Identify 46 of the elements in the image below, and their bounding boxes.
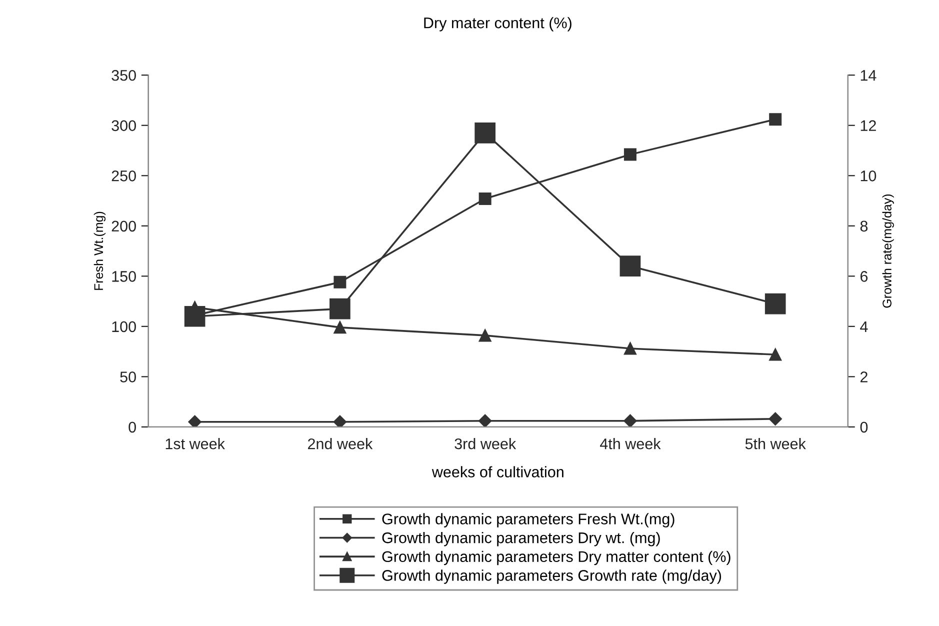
point	[478, 192, 492, 206]
x-tick-label: 4th week	[600, 438, 661, 450]
point	[620, 256, 641, 277]
y2-tick-label: 12	[860, 120, 876, 131]
y2-tick-label: 0	[860, 422, 868, 433]
point	[478, 414, 492, 427]
x-tick-label: 3rd week	[454, 438, 516, 450]
y2-axis-title: Growth rate(mg/day)	[882, 194, 894, 308]
y-tick-label: 150	[112, 271, 136, 282]
x-tick-label: 2nd week	[308, 438, 373, 450]
legend-label: Growth dynamic parameters Dry wt. (mg)	[382, 532, 660, 546]
y-tick-label: 50	[120, 372, 136, 382]
point	[768, 412, 782, 426]
y2-tick-label: 14	[860, 70, 876, 81]
y2-tick-label: 4	[860, 321, 868, 332]
y2-tick-label: 8	[860, 220, 868, 232]
x-axis-title: weeks of cultivation	[432, 466, 564, 478]
point	[334, 276, 346, 288]
y-tick-label: 300	[112, 120, 136, 132]
y-tick-label: 200	[112, 220, 136, 232]
y-tick-label: 350	[112, 70, 136, 81]
point	[330, 298, 350, 320]
y2-tick-label: 2	[860, 372, 868, 382]
point	[769, 113, 782, 126]
point	[474, 122, 496, 144]
point	[624, 148, 636, 161]
y-tick-label: 100	[112, 321, 136, 332]
point	[478, 329, 492, 342]
x-tick-label: 5th week	[745, 438, 806, 450]
point	[624, 342, 636, 355]
chart-title: Dry mater content (%)	[424, 17, 572, 32]
point	[333, 415, 347, 427]
point	[769, 348, 782, 361]
point	[334, 321, 346, 334]
y-tick-label: 250	[112, 170, 136, 182]
y2-tick-label: 10	[860, 170, 876, 182]
x-tick-label: 1st week	[166, 438, 225, 450]
legend-label: Growth dynamic parameters Growth rate (mg/day)	[382, 570, 722, 584]
y2-tick-label: 6	[860, 271, 868, 282]
legend-label: Growth dynamic parameters Dry matter content (%)	[382, 550, 730, 566]
y-axis-title: Fresh Wt.(mg)	[94, 212, 106, 290]
point	[624, 414, 637, 427]
point	[188, 415, 202, 427]
y-tick-label: 0	[128, 422, 136, 433]
legend-label: Growth dynamic parameters Fresh Wt.(mg)	[382, 513, 674, 528]
point	[764, 293, 786, 314]
